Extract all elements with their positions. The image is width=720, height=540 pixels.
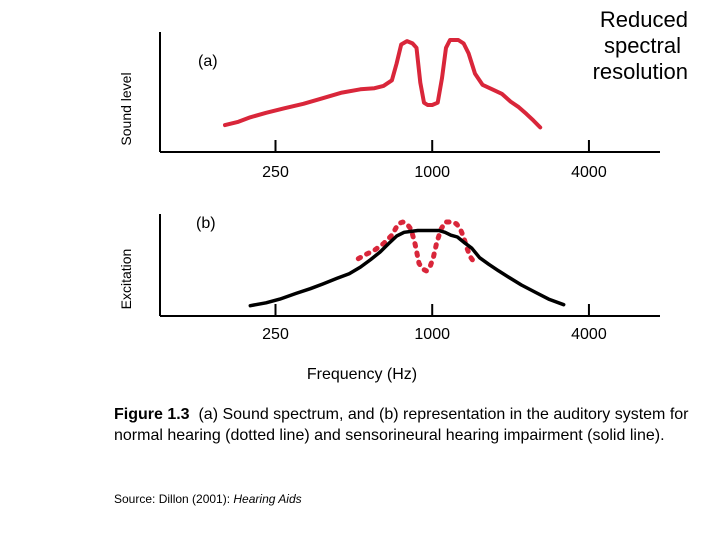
panel-label: (b) xyxy=(196,215,216,232)
panel-a: 250 1000 4000 Sound level (a) Reduced spectral… xyxy=(118,7,688,181)
x-tick-label: 1000 xyxy=(414,326,450,343)
source-title: Hearing Aids xyxy=(233,492,302,506)
figure-caption-label: Figure 1.3 xyxy=(114,406,190,423)
y-axis-label: Excitation xyxy=(118,249,134,310)
source-prefix: Source: Dillon (2001): xyxy=(114,492,234,506)
annotation-line: Reduced xyxy=(600,7,688,32)
impaired-hearing-curve xyxy=(248,228,566,308)
x-tick-label: 1000 xyxy=(414,164,450,181)
sound-spectrum-curve xyxy=(223,38,543,130)
panel-b: 250 1000 4000 Excitation (b) Frequency (Hz) xyxy=(118,214,660,383)
figure-caption: Figure 1.3 (a) Sound spectrum, and (b) r… xyxy=(114,404,700,446)
source-citation: Source: Dillon (2001): Hearing Aids xyxy=(114,492,302,506)
x-tick-label: 250 xyxy=(262,326,289,343)
x-tick-label: 4000 xyxy=(571,326,607,343)
y-axis-label: Sound level xyxy=(118,72,134,145)
figure-caption-text: (a) Sound spectrum, and (b) representati… xyxy=(114,406,689,444)
x-axis-label: Frequency (Hz) xyxy=(307,366,417,383)
annotation-reduced-spectral-resolution: Reduced spectral resolution xyxy=(593,7,688,84)
x-tick-label: 4000 xyxy=(571,164,607,181)
annotation-line: resolution xyxy=(593,59,688,84)
annotation-line: spectral xyxy=(604,33,681,58)
panel-label: (a) xyxy=(198,53,218,70)
x-tick-label: 250 xyxy=(262,164,289,181)
figure: 250 1000 4000 Sound level (a) Reduced spectral… xyxy=(118,7,688,383)
